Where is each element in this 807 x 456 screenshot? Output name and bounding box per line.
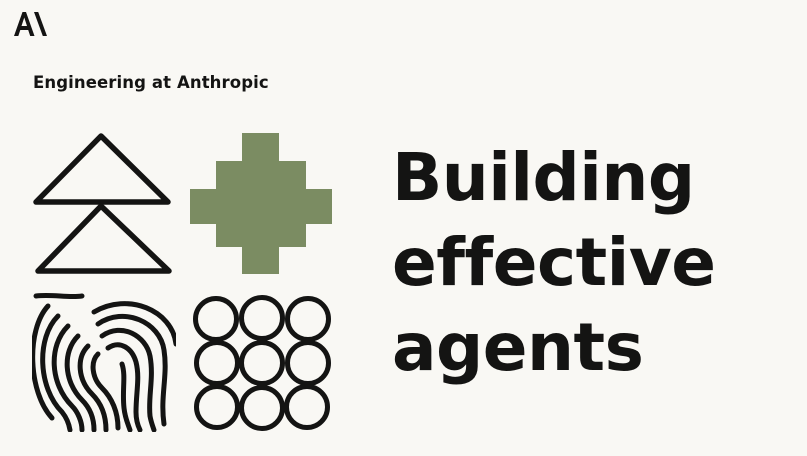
hero-illustration [30, 130, 336, 432]
page-title-line: effective [392, 224, 716, 301]
section-label[interactable]: Engineering at Anthropic [33, 73, 269, 92]
triangles-icon [33, 133, 172, 274]
circle-grid-icon [193, 295, 331, 431]
page-title-line: agents [392, 309, 644, 386]
anthropic-logo-icon[interactable] [12, 11, 52, 37]
fingerprint-icon [32, 292, 176, 432]
page-title: Building effective agents [392, 135, 716, 390]
stepped-cross-icon [190, 133, 332, 274]
page-title-line: Building [392, 139, 695, 216]
